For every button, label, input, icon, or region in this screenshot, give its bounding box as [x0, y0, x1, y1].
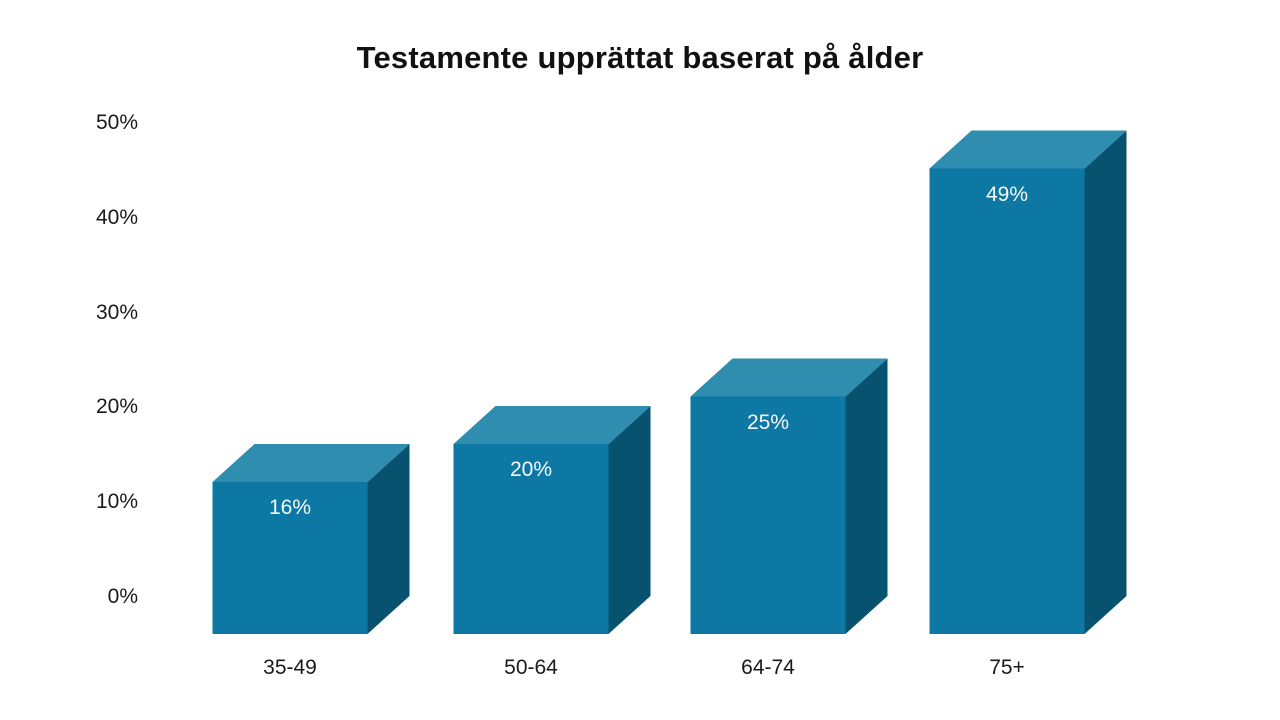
bar-side-face: [367, 444, 410, 634]
x-axis-category-label: 64-74: [741, 656, 795, 679]
bar-front-face: [929, 168, 1085, 634]
bar-front-face: [453, 444, 609, 634]
y-axis-tick-label: 10%: [95, 490, 138, 514]
bar-front-face: [212, 482, 368, 634]
y-axis-tick-label: 0%: [107, 585, 138, 608]
bar-value-label: 16%: [268, 496, 312, 519]
bar-side-face: [845, 358, 888, 634]
bar-front-face: [690, 396, 846, 634]
bar-side-face: [608, 406, 651, 634]
y-axis-tick-label: 50%: [95, 111, 138, 134]
x-axis-category-label: 75+: [989, 656, 1025, 679]
bar-side-face: [1084, 130, 1127, 634]
y-axis-tick-label: 30%: [95, 300, 138, 324]
bar-top-face: [929, 130, 1127, 169]
bar-top-face: [212, 444, 410, 482]
bar-top-face: [690, 358, 888, 397]
bar-value-label: 49%: [985, 182, 1029, 206]
x-axis-category-label: 35-49: [263, 656, 317, 679]
x-axis-category-label: 50-64: [504, 656, 558, 679]
bar-value-label: 25%: [746, 410, 790, 434]
y-axis-tick-label: 20%: [95, 395, 138, 419]
chart-title: Testamente upprättat baserat på ålder: [356, 40, 924, 75]
bar-value-label: 20%: [509, 458, 553, 481]
y-axis-tick-label: 40%: [95, 205, 138, 229]
bar-top-face: [453, 406, 651, 444]
